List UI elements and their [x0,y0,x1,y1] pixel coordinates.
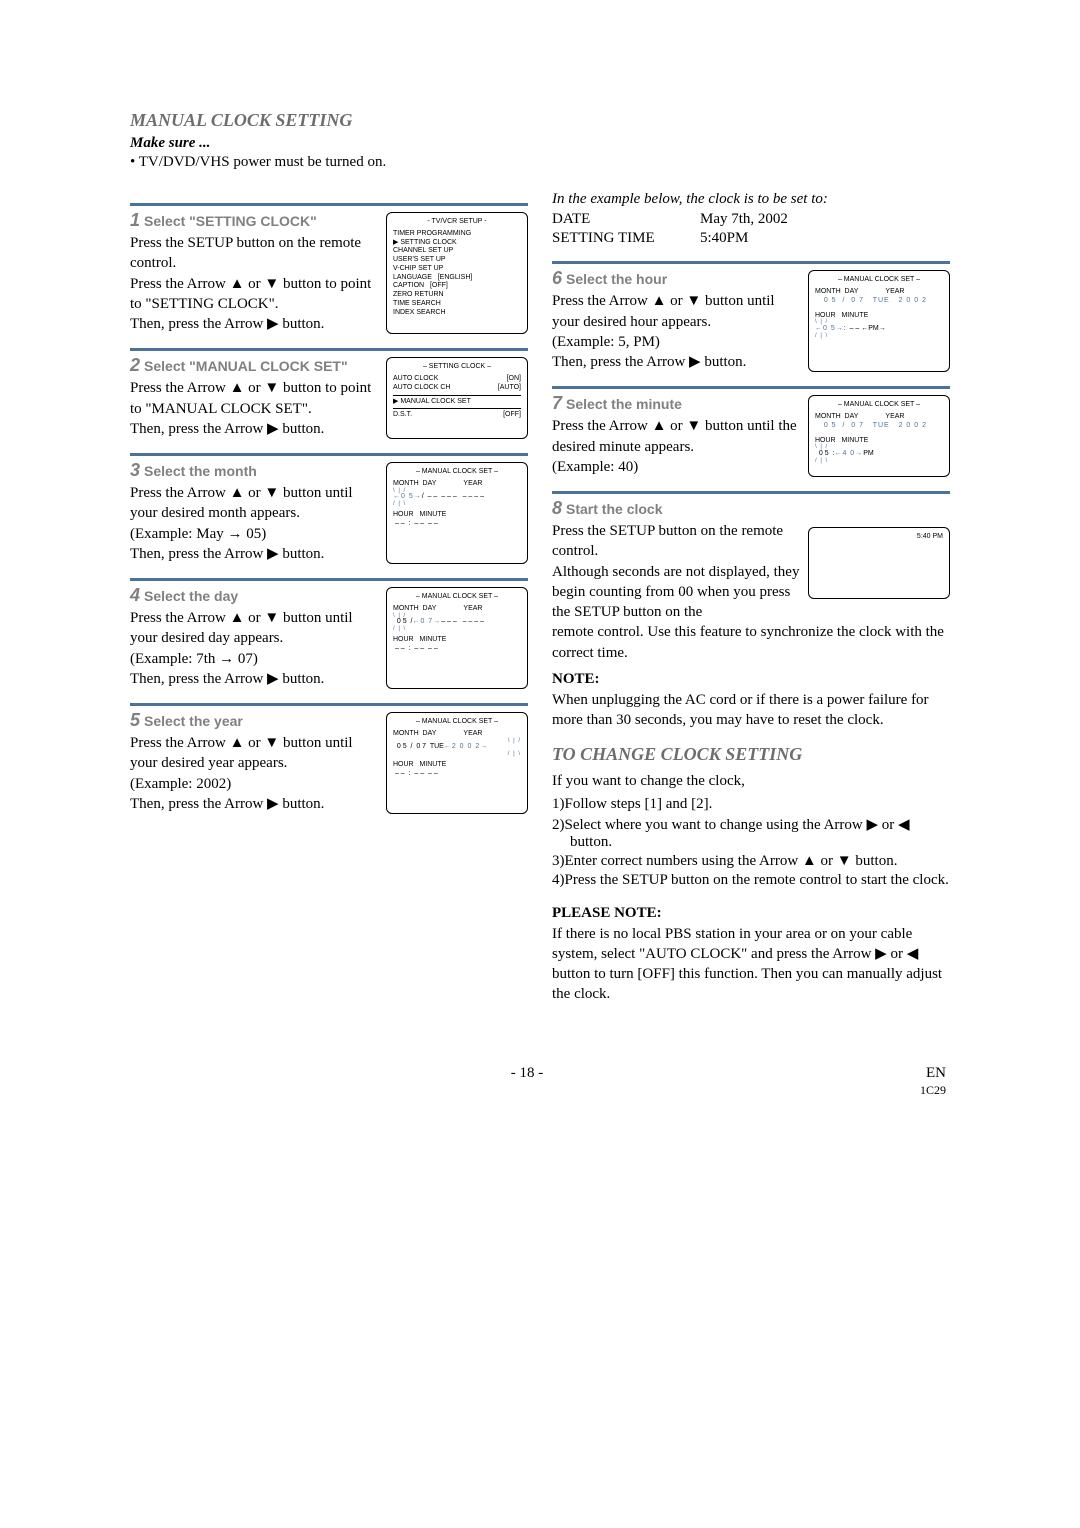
osd-year: – MANUAL CLOCK SET – MONTH DAY YEAR \ | … [386,712,528,814]
osd-day: – MANUAL CLOCK SET – MONTH DAY YEAR \ | … [386,587,528,689]
osd-tvvcr-setup: - TV/VCR SETUP - TIMER PROGRAMMING ▶ SET… [386,212,528,334]
step-1-body: Press the SETUP button on the remote con… [130,233,380,334]
step-7-heading: Select the minute [566,396,682,412]
change-title: TO CHANGE CLOCK SETTING [552,744,950,765]
step-2: 2Select "MANUAL CLOCK SET" Press the Arr… [130,348,528,439]
example-date-label: DATE [552,211,682,228]
osd-hour: – MANUAL CLOCK SET – MONTH DAY YEAR 0 5 … [808,270,950,372]
step-4-body: Press the Arrow ▲ or ▼ button until your… [130,608,380,689]
step-8-body3: remote control. Use this feature to sync… [552,622,950,663]
step-3-heading: Select the month [144,463,257,479]
step-2-body: Press the Arrow ▲ or ▼ button to point t… [130,378,380,439]
note-label: NOTE: [552,671,950,688]
osd-month: – MANUAL CLOCK SET – MONTH DAY YEAR \ | … [386,462,528,564]
step-5-body: Press the Arrow ▲ or ▼ button until your… [130,733,380,814]
step-8-body1: Press the SETUP button on the remote con… [552,523,783,559]
page-footer: - 18 - EN 1C29 [130,1065,950,1099]
section-title: MANUAL CLOCK SETTING [130,110,950,131]
step-2-heading: Select "MANUAL CLOCK SET" [144,358,348,374]
please-note-label: PLEASE NOTE: [552,905,950,922]
page-number: - 18 - [511,1065,544,1099]
step-6: 6Select the hour Press the Arrow ▲ or ▼ … [552,261,950,372]
step-6-heading: Select the hour [566,271,667,287]
step-5: 5Select the year Press the Arrow ▲ or ▼ … [130,703,528,814]
step-8-heading: Start the clock [566,501,662,517]
footer-code: 1C29 [920,1083,946,1097]
example-intro: In the example below, the clock is to be… [552,189,950,209]
step-1: 1Select "SETTING CLOCK" Press the SETUP … [130,203,528,334]
step-5-heading: Select the year [144,713,243,729]
step-1-heading: Select "SETTING CLOCK" [144,213,317,229]
step-4: 4Select the day Press the Arrow ▲ or ▼ b… [130,578,528,689]
step-7-body: Press the Arrow ▲ or ▼ button until the … [552,416,802,477]
footer-lang: EN [926,1065,946,1081]
step-3-body: Press the Arrow ▲ or ▼ button until your… [130,483,380,564]
osd-minute: – MANUAL CLOCK SET – MONTH DAY YEAR 0 5 … [808,395,950,477]
step-4-heading: Select the day [144,588,238,604]
step-8-body2: Although seconds are not displayed, they… [552,564,799,621]
step-6-body: Press the Arrow ▲ or ▼ button until your… [552,291,802,372]
step-7: 7Select the minute Press the Arrow ▲ or … [552,386,950,477]
example-date-value: May 7th, 2002 [700,211,788,228]
make-sure-label: Make sure ... [130,135,950,152]
example-time-value: 5:40PM [700,230,748,247]
note-body: When unplugging the AC cord or if there … [552,690,950,731]
step-3: 3Select the month Press the Arrow ▲ or ▼… [130,453,528,564]
change-intro: If you want to change the clock, [552,771,950,791]
osd-setting-clock: – SETTING CLOCK – AUTO CLOCK[ON] AUTO CL… [386,357,528,439]
change-steps: 1)Follow steps [1] and [2]. 2)Select whe… [552,796,950,889]
step-8: 8Start the clock Press the SETUP button … [552,491,950,663]
example-time-label: SETTING TIME [552,230,682,247]
bullet-power: • TV/DVD/VHS power must be turned on. [130,154,950,171]
osd-clock-display: 5:40 PM [808,527,950,599]
please-note-body: If there is no local PBS station in your… [552,924,950,1005]
